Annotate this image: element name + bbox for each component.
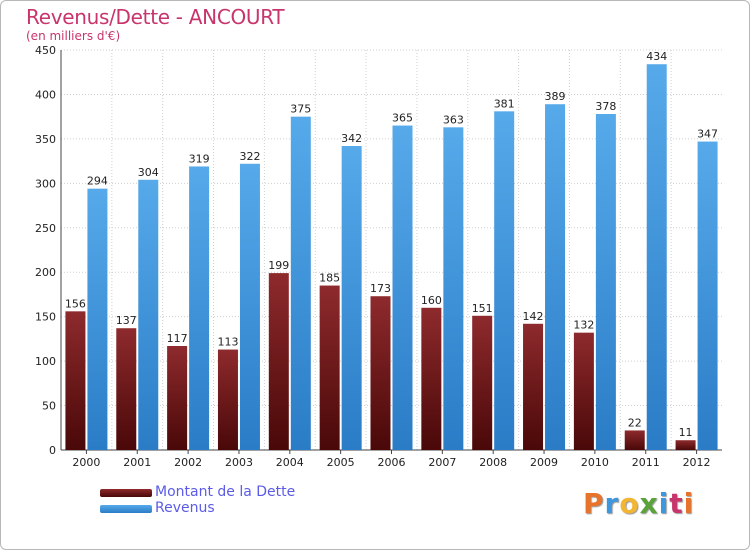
data-label-revenus-2011: 434 [646,50,667,63]
proxiti-logo: Proxiti [583,487,694,520]
bar-dette-2003 [217,349,238,450]
grid-lines [61,49,722,450]
data-label-dette-2011: 22 [628,416,642,429]
x-tick-label-2002: 2002 [174,456,202,469]
x-tick-label-2006: 2006 [378,456,406,469]
bar-dette-2011 [624,430,645,450]
logo-letter: i [658,487,670,520]
y-tick-label: 100 [35,355,56,368]
data-label-revenus-2000: 294 [87,175,108,188]
data-label-dette-2010: 132 [573,319,594,332]
x-tick-label-2001: 2001 [123,456,151,469]
data-label-dette-2007: 160 [421,294,442,307]
bar-revenus-2008 [494,111,515,450]
data-label-revenus-2005: 342 [341,132,362,145]
bar-revenus-2001 [138,179,159,450]
x-tick-label-2008: 2008 [479,456,507,469]
data-label-revenus-2002: 319 [189,152,210,165]
x-tick-label-2011: 2011 [632,456,660,469]
bar-revenus-2003 [239,163,260,450]
bar-dette-2005 [319,285,340,450]
y-tick-label: 400 [35,88,56,101]
y-tick-label: 450 [35,44,56,57]
bar-revenus-2004 [290,116,311,451]
bar-dette-2007 [421,307,442,450]
y-tick-label: 250 [35,222,56,235]
x-tick-label-2004: 2004 [276,456,304,469]
bar-revenus-2009 [545,104,566,450]
bar-dette-2004 [268,273,289,450]
data-label-revenus-2008: 381 [494,97,515,110]
data-label-revenus-2006: 365 [392,112,413,125]
bar-dette-2008 [472,315,493,450]
bar-revenus-2011 [646,64,667,450]
bar-revenus-2000 [87,188,108,450]
data-label-revenus-2009: 389 [545,90,566,103]
bar-revenus-2010 [595,114,616,450]
data-label-revenus-2012: 347 [697,128,718,141]
data-label-revenus-2010: 378 [595,100,616,113]
data-label-revenus-2004: 375 [290,103,311,116]
data-label-dette-2003: 113 [217,336,238,349]
x-tick-label-2009: 2009 [530,456,558,469]
data-label-dette-2012: 11 [679,426,693,439]
legend-swatch-revenus [100,505,152,513]
logo-letter: x [639,487,659,520]
bar-dette-2000 [65,311,86,450]
data-label-revenus-2001: 304 [138,166,159,179]
data-label-dette-2009: 142 [523,310,544,323]
bar-revenus-2006 [392,125,413,451]
legend-label-dette: Montant de la Dette [155,484,296,500]
data-label-dette-2002: 117 [167,332,188,345]
logo-letter: P [583,487,605,520]
legend-label-revenus: Revenus [155,500,215,516]
data-label-dette-2001: 137 [116,314,137,327]
chart-subtitle: (en milliers d'€) [26,29,121,43]
x-tick-label-2003: 2003 [225,456,253,469]
bar-dette-2012 [675,440,696,450]
axes: 0 50 100 150 200 250 300 350 400 450 2000 2001 2002 2… [35,44,722,469]
logo-letter: r [604,487,620,520]
data-label-dette-2008: 151 [472,302,493,315]
x-tick-label-2000: 2000 [72,456,100,469]
data-label-dette-2004: 199 [268,259,289,272]
bar-dette-2006 [370,296,391,450]
data-label-revenus-2007: 363 [443,113,464,126]
bar-dette-2009 [523,323,544,450]
x-tick-label-2005: 2005 [327,456,355,469]
bar-revenus-2012 [697,141,718,451]
bar-revenus-2007 [443,127,464,450]
y-tick-label: 350 [35,133,56,146]
y-tick-label: 50 [42,400,56,413]
bars [65,64,718,451]
data-labels: 156 294 137 304 117 319 113 322 199 375 185 342 173 3… [65,50,718,439]
x-tick-label-2010: 2010 [581,456,609,469]
data-label-dette-2006: 173 [370,282,391,295]
logo-letter: t [669,487,684,520]
data-label-dette-2000: 156 [65,297,86,310]
y-tick-label: 300 [35,177,56,190]
data-label-revenus-2003: 322 [239,150,260,163]
bar-revenus-2005 [341,146,362,450]
y-tick-label: 200 [35,266,56,279]
bar-dette-2001 [116,328,137,450]
bar-revenus-2002 [189,166,210,450]
chart-title: Revenus/Dette - ANCOURT [26,5,285,29]
bar-dette-2010 [573,332,594,450]
legend-swatch-dette [100,489,152,497]
y-tick-label: 0 [49,444,56,457]
data-label-dette-2005: 185 [319,272,340,285]
y-tick-label: 150 [35,311,56,324]
logo-letter: i [683,487,695,520]
x-tick-label-2007: 2007 [428,456,456,469]
x-tick-label-2012: 2012 [683,456,711,469]
logo-letter: o [619,487,640,520]
bar-dette-2002 [167,346,188,450]
